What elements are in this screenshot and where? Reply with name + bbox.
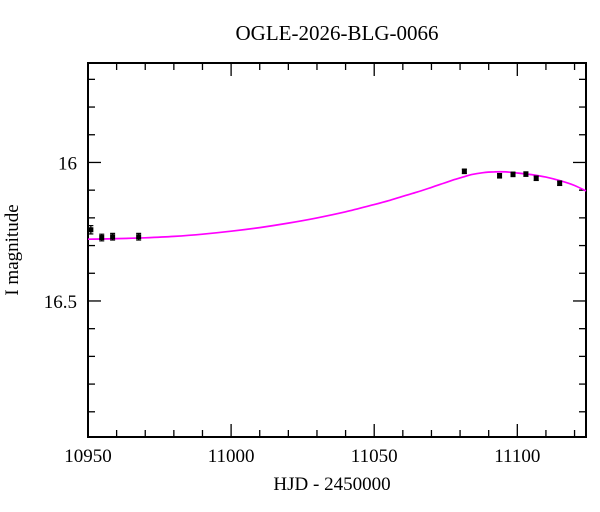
x-axis-label: HJD - 2450000 — [273, 474, 390, 495]
data-points-layer — [88, 168, 563, 242]
data-point — [557, 180, 563, 186]
x-tick-label: 11100 — [494, 446, 540, 467]
x-tick-label: 11000 — [208, 446, 255, 467]
x-tick-label: 10950 — [64, 446, 112, 467]
x-tick-label: 11050 — [351, 446, 398, 467]
data-point — [110, 234, 116, 240]
data-point — [99, 235, 105, 241]
plot-frame — [87, 62, 587, 438]
y-axis-label: I magnitude — [2, 204, 23, 295]
y-tick-label: 16 — [58, 153, 77, 174]
data-point — [497, 173, 503, 179]
axis-ticks — [87, 63, 586, 437]
model-light-curve — [87, 170, 587, 241]
tick-labels: 10950 11000 11050 11100 16 16.5 — [44, 153, 541, 467]
y-tick-label: 16.5 — [44, 292, 77, 313]
data-point — [136, 234, 142, 240]
model-curve-layer — [87, 170, 587, 241]
data-point — [523, 171, 529, 177]
plot-title: OGLE-2026-BLG-0066 — [236, 21, 439, 45]
data-point — [88, 227, 94, 233]
data-point — [510, 171, 516, 177]
data-point — [461, 168, 467, 174]
data-point — [533, 175, 539, 181]
